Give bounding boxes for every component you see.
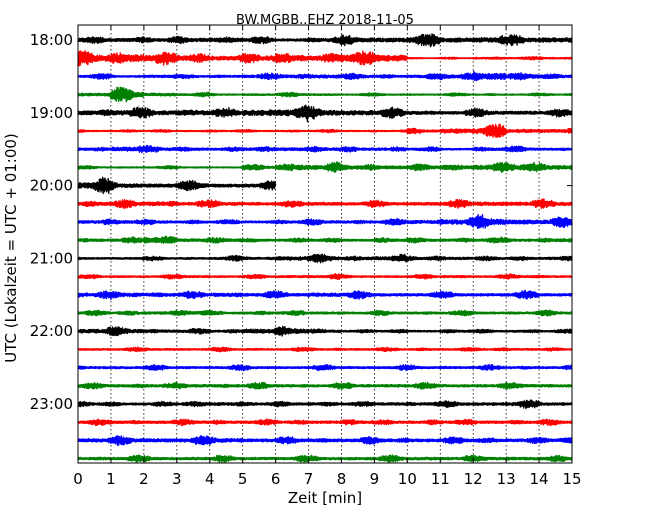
y-tick-label: 23:00 — [30, 395, 73, 413]
x-tick-label: 11 — [431, 470, 450, 488]
x-tick-label: 3 — [172, 470, 182, 488]
trace-line — [77, 253, 573, 264]
trace-line — [77, 144, 573, 154]
trace-line — [77, 123, 573, 139]
trace-line — [77, 454, 573, 463]
trace-line — [77, 86, 573, 103]
trace-line — [77, 235, 573, 245]
trace-line — [77, 325, 573, 337]
trace-line — [77, 399, 573, 410]
x-tick-label: 12 — [464, 470, 483, 488]
trace-line — [77, 33, 573, 48]
trace-line — [77, 70, 573, 82]
x-tick-label: 13 — [497, 470, 516, 488]
trace-line — [77, 273, 573, 281]
x-tick-label: 10 — [398, 470, 417, 488]
x-axis-label: Zeit [min] — [288, 489, 362, 507]
x-tick-label: 7 — [304, 470, 314, 488]
trace-line — [77, 435, 573, 446]
y-tick-label: 18:00 — [30, 31, 73, 49]
y-tick-label: 19:00 — [30, 104, 73, 122]
y-axis-label: UTC (Lokalzeit = UTC + 01:00) — [2, 133, 20, 363]
x-tick-label: 0 — [73, 470, 83, 488]
trace-line — [77, 213, 573, 230]
plot-frame — [77, 24, 573, 464]
trace-line — [77, 346, 573, 353]
y-tick-label: 20:00 — [30, 177, 73, 195]
y-axis-ticks: 18:00 19:00 20:00 21:00 22:00 23:00 — [30, 31, 572, 413]
x-tick-label: 8 — [337, 470, 347, 488]
trace-line — [77, 176, 277, 195]
vertical-grid — [110, 25, 540, 463]
x-tick-label: 6 — [271, 470, 281, 488]
trace-line — [77, 309, 573, 317]
trace-line — [77, 104, 573, 123]
trace-group — [77, 33, 573, 463]
trace-line — [77, 50, 573, 67]
chart-title: BW.MGBB..EHZ 2018-11-05 — [236, 13, 414, 28]
x-tick-label: 1 — [106, 470, 116, 488]
trace-line — [77, 381, 573, 391]
x-tick-label: 4 — [205, 470, 215, 488]
trace-line — [77, 198, 573, 209]
trace-line — [77, 363, 573, 372]
trace-line — [77, 418, 573, 427]
y-tick-label: 21:00 — [30, 249, 73, 267]
x-tick-label: 2 — [139, 470, 149, 488]
trace-line — [77, 289, 573, 301]
x-axis-ticks: 0 1 2 3 4 5 6 7 8 9 10 11 12 13 14 15 — [73, 25, 582, 488]
trace-line — [77, 161, 573, 174]
x-tick-label: 9 — [370, 470, 380, 488]
x-tick-label: 15 — [562, 470, 581, 488]
x-tick-label: 14 — [530, 470, 549, 488]
x-tick-label: 5 — [238, 470, 248, 488]
y-tick-label: 22:00 — [30, 322, 73, 340]
